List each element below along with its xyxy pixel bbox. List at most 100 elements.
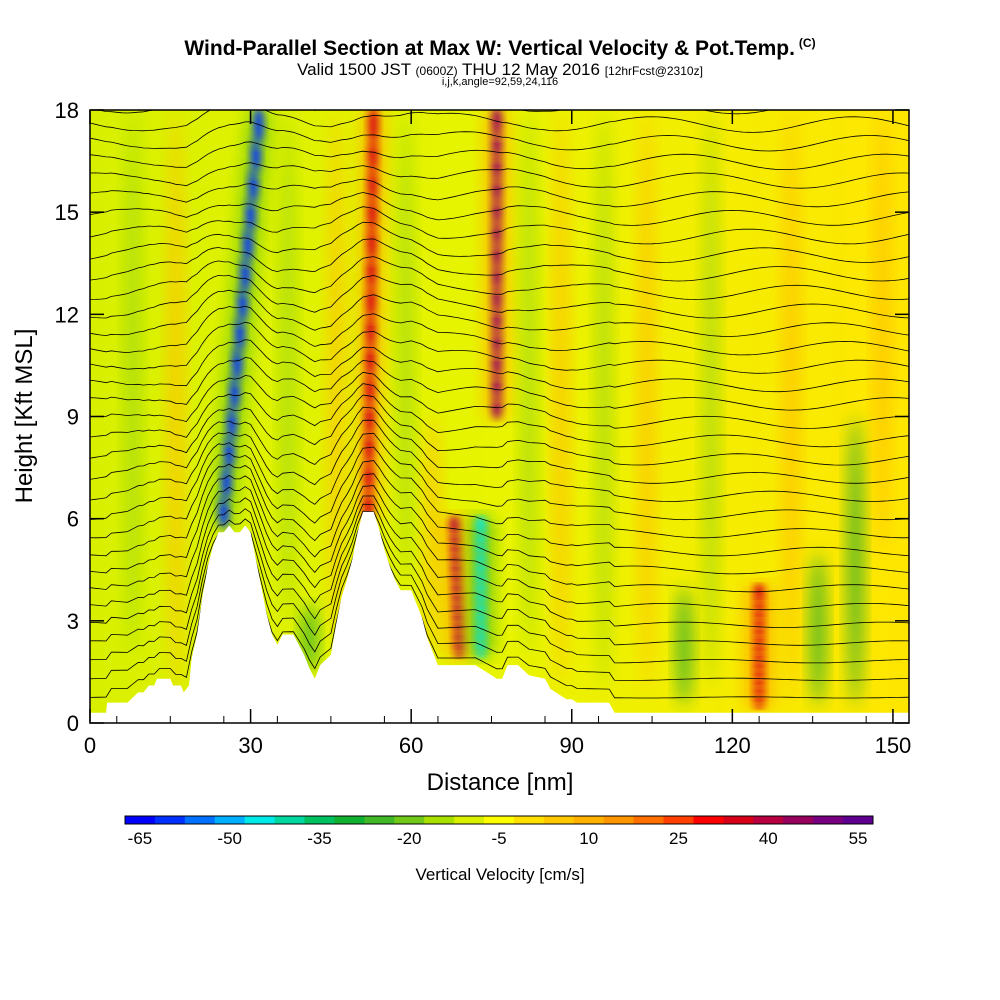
isentrope-line	[90, 460, 909, 557]
isentrope-line	[90, 121, 909, 152]
x-tick-label: 30	[238, 733, 262, 758]
isentrope-line	[90, 383, 909, 448]
colorbar-tick-label: 40	[759, 829, 778, 848]
potential-temperature-contours	[90, 93, 909, 699]
colorbar-swatch	[154, 816, 186, 824]
isentrope-line	[90, 503, 909, 628]
colorbar-swatch	[244, 816, 276, 824]
colorbar-label: Vertical Velocity [cm/s]	[415, 865, 584, 884]
isentrope-line	[90, 485, 909, 593]
title-tag: (C)	[798, 36, 816, 50]
y-tick-label: 12	[55, 302, 79, 327]
colorbar-tick-label: -35	[307, 829, 332, 848]
colorbar-swatch	[334, 816, 365, 824]
colorbar-swatch	[633, 816, 665, 824]
isentrope-line	[90, 93, 909, 95]
colorbar: -65 -50 -35 -20 -5 10 25 40 55	[124, 815, 874, 848]
colorbar-swatch	[513, 816, 545, 824]
isentrope-line	[90, 394, 909, 466]
velocity-band-core	[449, 515, 460, 532]
velocity-texture	[124, 110, 141, 655]
isentrope-line	[90, 141, 909, 171]
velocity-band-core	[475, 515, 486, 532]
colorbar-swatch	[813, 816, 844, 824]
velocity-texture	[810, 552, 826, 706]
colorbar-swatch	[723, 816, 754, 824]
colorbar-swatch	[454, 816, 485, 824]
colorbar-swatch	[424, 816, 455, 824]
isentrope-line	[90, 192, 909, 226]
velocity-texture	[676, 586, 693, 706]
isentrope-line	[90, 256, 909, 300]
colorbar-swatch	[214, 816, 246, 824]
velocity-texture	[595, 110, 612, 689]
y-axis-label: Height [Kft MSL]	[11, 329, 38, 504]
isentrope-line	[90, 221, 909, 263]
x-tick-label: 90	[560, 733, 584, 758]
colorbar-tick-label: 55	[849, 829, 868, 848]
colorbar-swatch	[753, 816, 784, 824]
velocity-texture	[847, 416, 864, 706]
colorbar-swatch	[783, 816, 814, 824]
y-axis: 0 3 6 9 12 15 18	[55, 98, 909, 736]
isentrope-line	[90, 371, 909, 429]
colorbar-tick-label: -65	[128, 829, 153, 848]
colorbar-tick-label: -50	[217, 829, 242, 848]
x-tick-label: 0	[84, 733, 96, 758]
isentrope-line	[90, 110, 909, 133]
isentrope-line	[90, 178, 909, 208]
colorbar-swatch	[364, 816, 395, 824]
velocity-texture	[280, 110, 297, 621]
chart-title: Wind-Parallel Section at Max W: Vertical…	[0, 36, 1000, 61]
isentrope-line	[90, 446, 909, 539]
y-tick-label: 0	[67, 711, 79, 736]
x-axis: 0 30 60 90 120 150	[84, 110, 911, 758]
colorbar-swatch	[304, 816, 335, 824]
isentrope-line	[90, 406, 909, 484]
x-axis-label: Distance [nm]	[427, 769, 574, 796]
colorbar-swatch	[573, 816, 605, 824]
title-text: Wind-Parallel Section at Max W: Vertical…	[184, 37, 795, 60]
isentrope-line	[90, 321, 909, 374]
valid-prefix: Valid 1500 JST	[297, 60, 411, 79]
colorbar-tick-label: -20	[397, 829, 422, 848]
colorbar-swatch	[184, 816, 216, 824]
colorbar-swatch	[484, 816, 515, 824]
y-tick-label: 3	[67, 609, 79, 634]
velocity-texture	[638, 110, 655, 689]
terrain-mask	[90, 511, 909, 723]
isentrope-line	[90, 419, 909, 502]
colorbar-swatch	[274, 816, 306, 824]
x-tick-label: 120	[714, 733, 751, 758]
valid-utc: (0600Z)	[415, 64, 458, 78]
isentrope-line	[90, 162, 909, 189]
velocity-texture	[167, 110, 184, 689]
velocity-texture	[874, 110, 891, 553]
colorbar-swatch	[394, 816, 425, 824]
isentrope-line	[90, 473, 909, 575]
x-tick-label: 60	[399, 733, 423, 758]
velocity-texture	[397, 110, 414, 587]
y-tick-label: 9	[67, 405, 79, 430]
isentrope-line	[90, 339, 909, 393]
colorbar-frame	[124, 815, 874, 825]
forecast-label: [12hrFcst@2310z]	[604, 64, 703, 78]
velocity-band-core	[368, 110, 379, 143]
colorbar-swatch	[543, 816, 575, 824]
y-tick-label: 15	[55, 200, 79, 225]
section-params: i,j,k,angle=92,59,24,116	[441, 76, 559, 88]
isentrope-line	[90, 432, 909, 521]
y-tick-label: 18	[55, 98, 79, 123]
velocity-band-core	[253, 110, 264, 143]
isentrope-line	[90, 510, 909, 646]
colorbar-swatch	[843, 816, 874, 824]
colorbar-swatch	[663, 816, 694, 824]
plot-area	[90, 93, 909, 723]
isentrope-line	[90, 289, 909, 337]
isentrope-line	[90, 305, 909, 356]
colorbar-swatch	[125, 816, 156, 824]
isentrope-line	[90, 238, 909, 282]
colorbar-swatch	[603, 816, 635, 824]
isentrope-line	[90, 274, 909, 319]
